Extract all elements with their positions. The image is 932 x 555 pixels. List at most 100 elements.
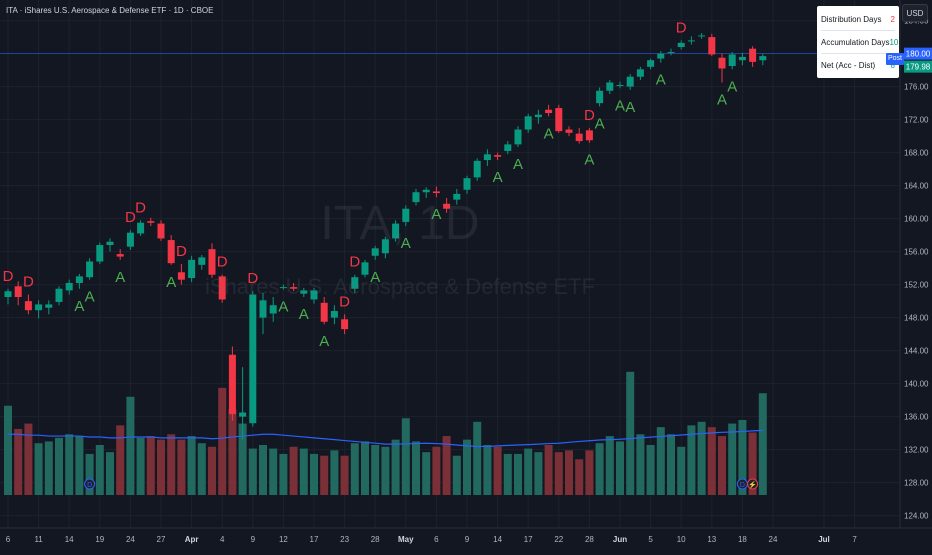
candle-body[interactable] — [463, 178, 471, 190]
volume-bar — [34, 443, 43, 495]
candle-body[interactable] — [239, 412, 247, 417]
candle-body[interactable] — [677, 42, 685, 48]
volume-bar — [228, 409, 237, 495]
candle-body[interactable] — [443, 203, 451, 209]
candle-body[interactable] — [45, 304, 53, 308]
candle-body[interactable] — [647, 60, 655, 67]
x-tick-label: 22 — [554, 535, 563, 544]
candle-body[interactable] — [412, 192, 420, 203]
candle-body[interactable] — [86, 261, 94, 278]
candle-body[interactable] — [330, 311, 338, 318]
candle-body[interactable] — [137, 222, 145, 234]
candle-body[interactable] — [75, 276, 83, 283]
candle-body[interactable] — [708, 37, 716, 55]
candle-body[interactable] — [341, 319, 349, 330]
candle-body[interactable] — [55, 288, 63, 302]
candle-body[interactable] — [575, 133, 583, 142]
accumulation-day-label: A — [727, 78, 737, 95]
candle-body[interactable] — [494, 155, 502, 157]
candle-body[interactable] — [596, 90, 604, 104]
candle-body[interactable] — [657, 53, 665, 59]
candle-body[interactable] — [453, 193, 461, 200]
candle-body[interactable] — [116, 254, 124, 257]
candle-body[interactable] — [545, 109, 553, 114]
candle-body[interactable] — [208, 249, 216, 275]
volume-bar — [636, 434, 645, 495]
candle-body[interactable] — [585, 130, 593, 141]
accumulation-day-label: A — [115, 269, 125, 286]
candle-body[interactable] — [534, 114, 542, 118]
candle-body[interactable] — [300, 290, 308, 294]
candle-body[interactable] — [392, 223, 400, 239]
candle-body[interactable] — [65, 282, 73, 291]
y-tick-label: 172.00 — [904, 116, 929, 125]
candle-body[interactable] — [279, 287, 287, 289]
candle-body[interactable] — [606, 82, 614, 91]
candle-body[interactable] — [106, 241, 114, 246]
legend-label: Net (Acc - Dist) — [821, 60, 876, 70]
candle-body[interactable] — [616, 84, 624, 86]
candle-body[interactable] — [759, 56, 767, 61]
dividend-event-marker[interactable] — [84, 478, 96, 490]
candle-body[interactable] — [361, 262, 369, 275]
candle-body[interactable] — [473, 160, 481, 178]
candle-body[interactable] — [259, 300, 267, 318]
candle-body[interactable] — [35, 304, 43, 311]
candle-body[interactable] — [14, 286, 22, 297]
volume-bar — [595, 443, 604, 495]
volume-bar — [728, 423, 737, 495]
y-tick-label: 128.00 — [904, 479, 929, 488]
candle-body[interactable] — [218, 276, 226, 300]
candle-body[interactable] — [4, 291, 12, 297]
symbol-title[interactable]: ITA · iShares U.S. Aerospace & Defense E… — [6, 6, 214, 15]
candle-body[interactable] — [290, 287, 298, 289]
candle-body[interactable] — [381, 239, 389, 254]
candle-body[interactable] — [636, 69, 644, 77]
candle-body[interactable] — [698, 35, 706, 37]
volume-bar — [24, 423, 33, 495]
volume-bar — [126, 396, 135, 495]
candle-body[interactable] — [188, 259, 196, 279]
candle-body[interactable] — [351, 277, 359, 289]
candle-body[interactable] — [24, 301, 32, 311]
volume-bar — [136, 437, 145, 495]
candle-body[interactable] — [483, 154, 491, 161]
candle-body[interactable] — [718, 57, 726, 69]
candle-body[interactable] — [667, 51, 675, 53]
last-price-value: 179.98 — [906, 63, 931, 72]
accumulation-day-label: A — [401, 235, 411, 252]
legend-value: 8 — [890, 60, 895, 70]
candle-body[interactable] — [320, 302, 328, 322]
candle-body[interactable] — [157, 223, 165, 239]
candle-body[interactable] — [749, 48, 757, 62]
candle-body[interactable] — [310, 290, 318, 300]
indicator-legend-table: Distribution Days 2 Accumulation Days 10… — [817, 6, 899, 78]
candle-body[interactable] — [96, 245, 104, 262]
candle-body[interactable] — [514, 129, 522, 145]
candle-body[interactable] — [555, 108, 563, 132]
candle-body[interactable] — [402, 208, 410, 222]
candle-body[interactable] — [177, 272, 185, 280]
candle-body[interactable] — [432, 191, 440, 194]
candle-body[interactable] — [728, 54, 736, 66]
candle-body[interactable] — [565, 129, 573, 133]
candle-body[interactable] — [269, 305, 277, 314]
candle-body[interactable] — [422, 189, 430, 193]
candle-body[interactable] — [198, 257, 206, 265]
candle-body[interactable] — [524, 116, 532, 130]
candle-body[interactable] — [147, 221, 155, 223]
candle-body[interactable] — [738, 56, 746, 61]
earnings-event-marker[interactable] — [747, 478, 759, 490]
candle-body[interactable] — [167, 240, 175, 264]
candle-body[interactable] — [228, 354, 236, 415]
volume-bar — [442, 436, 451, 495]
candle-body[interactable] — [687, 40, 695, 42]
candle-body[interactable] — [126, 232, 134, 247]
candle-body[interactable] — [371, 248, 379, 256]
candle-body[interactable] — [626, 76, 634, 87]
candle-body[interactable] — [504, 144, 512, 151]
currency-button[interactable]: USD — [902, 4, 928, 22]
candle-body[interactable] — [249, 294, 257, 424]
